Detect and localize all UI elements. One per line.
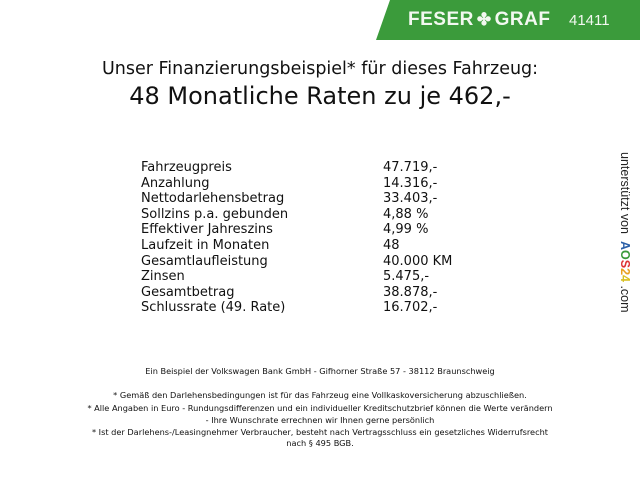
row-value: 5.475,- bbox=[383, 269, 430, 285]
row-label: Gesamtlaufleistung bbox=[141, 253, 268, 269]
table-row: Gesamtlaufleistung 40.000 KM bbox=[141, 254, 461, 270]
brand-name-part2: GRAF bbox=[494, 9, 551, 30]
bank-info: Ein Beispiel der Volkswagen Bank GmbH - … bbox=[145, 366, 495, 376]
aos24-logo: AOS24 bbox=[618, 240, 632, 282]
clover-icon: ✤ bbox=[476, 10, 492, 29]
row-label: Laufzeit in Monaten bbox=[141, 237, 270, 253]
table-row: Fahrzeugpreis 47.719,- bbox=[141, 160, 461, 176]
row-label: Anzahlung bbox=[141, 175, 210, 191]
footnote: nach § 495 BGB. bbox=[286, 438, 354, 448]
row-value: 40.000 KM bbox=[383, 253, 453, 269]
row-label: Sollzins p.a. gebunden bbox=[141, 206, 289, 222]
finance-table: Fahrzeugpreis 47.719,- Anzahlung 14.316,- … bbox=[141, 160, 461, 316]
dealer-number: 41411 bbox=[569, 12, 610, 29]
table-row: Sollzins p.a. gebunden 4,88 % bbox=[141, 207, 461, 223]
table-row: Anzahlung 14.316,- bbox=[141, 176, 461, 192]
row-label: Effektiver Jahreszins bbox=[141, 222, 273, 238]
title-rate: 48 Monatliche Raten zu je 462,- bbox=[129, 82, 511, 110]
title-line1: Unser Finanzierungsbeispiel* für dieses … bbox=[101, 59, 539, 79]
row-value: 16.702,- bbox=[383, 300, 438, 316]
supported-by: unterstützt von AOS24 .com bbox=[618, 152, 632, 313]
brand-name-part1: FESER bbox=[408, 9, 474, 30]
row-value: 47.719,- bbox=[383, 160, 438, 175]
supported-by-domain: .com bbox=[618, 285, 632, 313]
table-row: Zinsen 5.475,- bbox=[141, 269, 461, 285]
supported-by-text: unterstützt von bbox=[618, 152, 632, 234]
footnote: * Gemäß den Darlehensbedingungen ist für… bbox=[113, 390, 527, 400]
row-value: 4,99 % bbox=[383, 222, 429, 238]
brand-banner bbox=[376, 0, 640, 40]
row-label: Schlussrate (49. Rate) bbox=[141, 300, 286, 316]
table-row: Gesamtbetrag 38.878,- bbox=[141, 285, 461, 301]
table-row: Laufzeit in Monaten 48 bbox=[141, 238, 461, 254]
row-value: 4,88 % bbox=[383, 206, 429, 222]
row-label: Zinsen bbox=[141, 269, 185, 285]
row-label: Gesamtbetrag bbox=[141, 284, 235, 300]
brand-logo: FESER ✤ GRAF bbox=[408, 9, 550, 31]
table-row: Effektiver Jahreszins 4,99 % bbox=[141, 222, 461, 238]
row-label: Nettodarlehensbetrag bbox=[141, 191, 285, 207]
table-row: Schlussrate (49. Rate) 16.702,- bbox=[141, 300, 461, 316]
row-label: Fahrzeugpreis bbox=[141, 160, 232, 175]
footnote: * Alle Angaben in Euro - Rundungsdiffere… bbox=[87, 403, 553, 413]
footnote: * Ist der Darlehens-/Leasingnehmer Verbr… bbox=[91, 427, 548, 437]
row-value: 33.403,- bbox=[383, 191, 438, 207]
row-value: 14.316,- bbox=[383, 175, 438, 191]
row-value: 38.878,- bbox=[383, 284, 438, 300]
row-value: 48 bbox=[383, 237, 400, 253]
footnote: - Ihre Wunschrate errechnen wir Ihnen ge… bbox=[205, 415, 435, 425]
table-row: Nettodarlehensbetrag 33.403,- bbox=[141, 191, 461, 207]
